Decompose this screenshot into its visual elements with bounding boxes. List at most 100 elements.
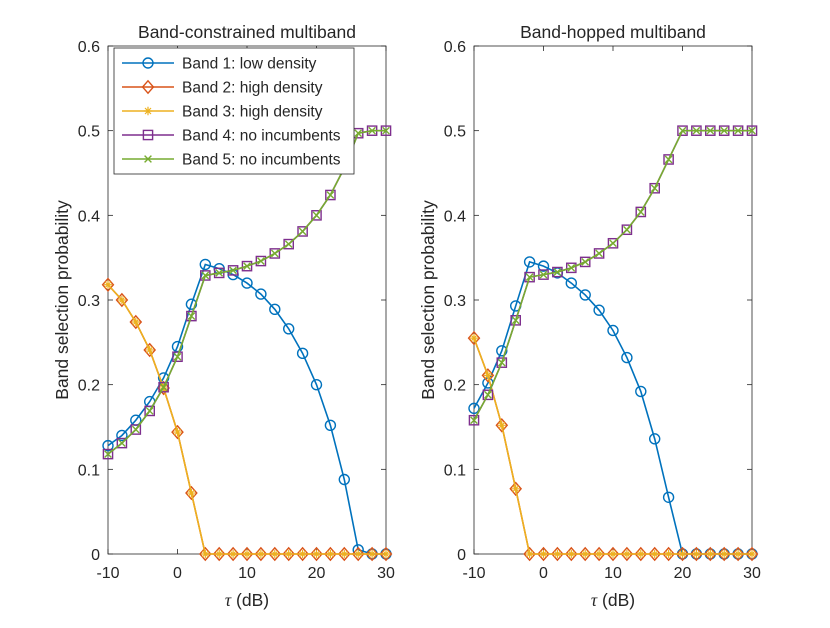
marker-asterisk: [215, 549, 224, 559]
y-tick-label: 0.6: [444, 39, 466, 56]
marker-asterisk: [469, 333, 479, 343]
series-line: [107, 284, 386, 555]
y-tick-label: 0.3: [444, 293, 466, 310]
y-tick-label: 0.4: [444, 208, 466, 225]
marker-x: [720, 126, 729, 135]
marker-asterisk: [650, 549, 659, 559]
marker-circle: [310, 378, 323, 391]
marker-x: [553, 268, 562, 276]
marker-diamond: [620, 546, 634, 562]
marker-asterisk: [242, 549, 252, 559]
marker-square: [496, 357, 508, 368]
marker-asterisk: [733, 549, 743, 559]
marker-asterisk: [692, 549, 701, 559]
x-tick-label: 0: [539, 565, 548, 582]
marker-x: [229, 266, 237, 275]
series-5: [104, 126, 390, 458]
marker-x: [131, 425, 140, 434]
chart-title: Band-constrained multiband: [138, 22, 356, 42]
marker-square: [172, 351, 183, 363]
x-axis-label-symbol: τ: [591, 590, 598, 610]
marker-x: [706, 126, 715, 135]
marker-asterisk: [511, 484, 520, 494]
marker-square: [186, 310, 197, 322]
marker-diamond: [703, 546, 717, 562]
marker-asterisk: [201, 549, 210, 559]
marker-square: [227, 265, 239, 276]
marker-asterisk: [117, 295, 127, 305]
series-4: [468, 125, 758, 426]
marker-diamond: [212, 546, 226, 562]
y-tick-label: 0.6: [78, 39, 100, 56]
marker-asterisk: [608, 549, 618, 559]
axes-box: [473, 45, 753, 555]
series-line: [473, 337, 752, 555]
y-axis-label: Band selection probability: [418, 200, 438, 400]
marker-circle: [537, 260, 550, 272]
marker-square: [311, 210, 322, 221]
marker-diamond: [171, 424, 184, 440]
x-tick-label: 10: [604, 565, 622, 582]
series-line: [473, 129, 752, 421]
marker-diamond: [676, 546, 689, 562]
marker-x: [636, 208, 645, 216]
marker-diamond: [365, 546, 379, 562]
marker-x: [284, 240, 293, 249]
marker-diamond: [157, 380, 170, 396]
y-tick-label: 0.4: [78, 208, 100, 225]
marker-asterisk: [187, 488, 196, 498]
marker-x: [382, 126, 390, 135]
marker-diamond: [495, 418, 509, 433]
marker-x: [692, 126, 701, 135]
y-tick-label: 0.1: [444, 462, 466, 479]
y-tick-label: 0.3: [78, 293, 100, 310]
legend-label: Band 2: high density: [182, 80, 323, 97]
series-5: [470, 126, 756, 425]
marker-asterisk: [594, 549, 604, 559]
x-tick-label: 30: [743, 565, 761, 582]
marker-diamond: [606, 546, 620, 562]
marker-x: [650, 184, 659, 193]
marker-circle: [621, 351, 633, 364]
marker-asterisk: [581, 549, 590, 559]
marker-square: [283, 238, 295, 250]
marker-diamond: [254, 546, 268, 562]
marker-square: [142, 129, 154, 141]
marker-square: [579, 256, 591, 268]
marker-x: [567, 263, 576, 272]
marker-circle: [662, 491, 675, 503]
marker-square: [538, 269, 549, 280]
marker-asterisk: [706, 549, 715, 559]
marker-x: [581, 258, 590, 266]
marker-square: [199, 270, 211, 281]
marker-circle: [635, 385, 647, 398]
marker-x: [326, 191, 335, 199]
marker-diamond: [648, 546, 662, 562]
series-line: [473, 337, 752, 555]
marker-asterisk: [678, 549, 687, 559]
marker-diamond: [509, 481, 523, 497]
x-tick-label: 30: [377, 565, 395, 582]
marker-asterisk: [720, 549, 729, 559]
marker-asterisk: [228, 549, 238, 559]
marker-circle: [649, 433, 661, 445]
marker-square: [482, 389, 494, 401]
marker-square: [607, 237, 619, 249]
marker-diamond: [310, 546, 323, 562]
marker-diamond: [296, 546, 309, 562]
marker-asterisk: [103, 280, 113, 289]
marker-x: [623, 225, 631, 234]
x-tick-label: -10: [462, 565, 485, 582]
marker-square: [297, 226, 308, 237]
marker-diamond: [690, 546, 703, 562]
y-tick-label: 0.2: [444, 378, 466, 395]
marker-square: [213, 267, 225, 279]
series-line: [107, 129, 386, 455]
series-line: [473, 260, 752, 555]
marker-square: [158, 381, 169, 393]
marker-diamond: [337, 546, 351, 562]
marker-diamond: [268, 546, 282, 562]
marker-x: [312, 211, 321, 220]
